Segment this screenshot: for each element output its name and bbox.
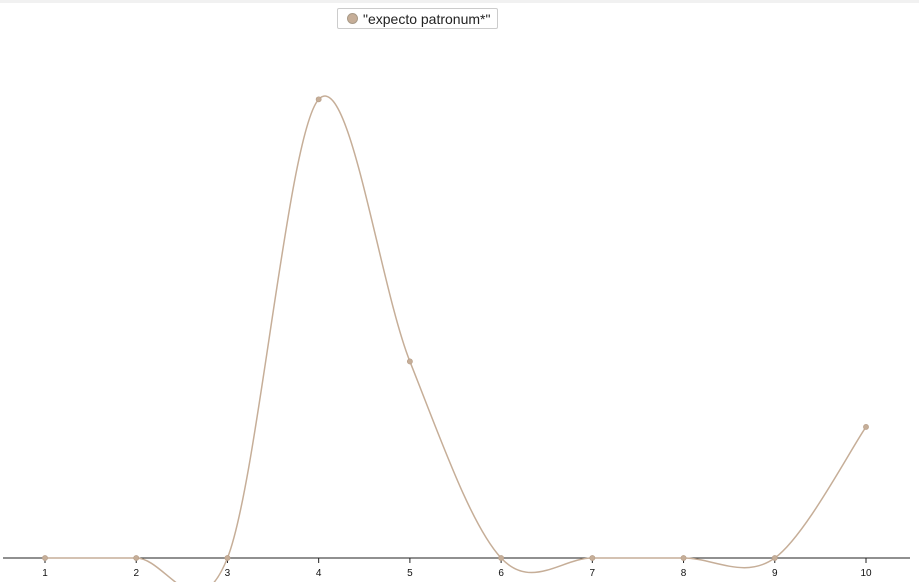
data-point	[680, 555, 687, 561]
data-point	[42, 555, 48, 561]
x-tick-label: 3	[225, 568, 231, 579]
x-tick-label: 9	[772, 568, 778, 579]
legend[interactable]: "expecto patronum*"	[337, 8, 499, 29]
legend-label: "expecto patronum*"	[363, 10, 491, 27]
legend-swatch-icon	[347, 13, 358, 24]
data-point	[589, 555, 596, 561]
data-point	[771, 555, 778, 561]
series-line	[45, 95, 867, 582]
x-tick-label: 6	[498, 568, 504, 579]
top-strip	[0, 0, 919, 3]
data-point	[224, 555, 231, 561]
x-tick-label: 5	[407, 568, 413, 579]
x-tick-label: 1	[42, 568, 48, 579]
x-tick-label: 7	[590, 568, 596, 579]
x-tick-label: 8	[681, 568, 687, 579]
x-tick-label: 4	[316, 568, 322, 579]
x-tick-label: 2	[133, 568, 139, 579]
data-point	[498, 555, 505, 561]
plot-area: 1 2 3 4 5 6 7 8 9 10	[3, 95, 910, 582]
data-point	[863, 424, 869, 430]
x-tick-label: 10	[860, 568, 872, 579]
data-point	[315, 96, 322, 103]
data-point	[133, 555, 140, 561]
data-point	[406, 358, 413, 365]
